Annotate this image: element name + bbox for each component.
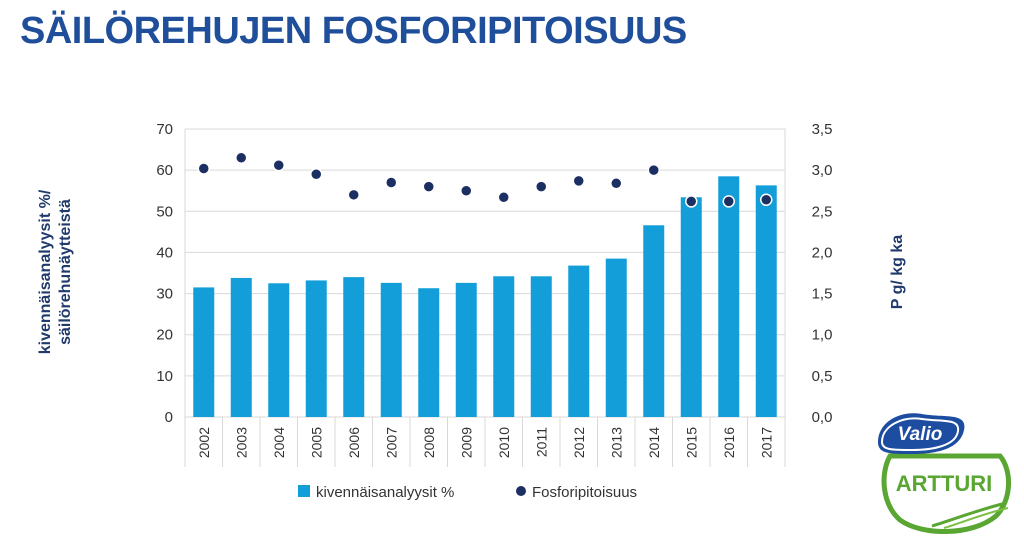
bar — [680, 197, 702, 417]
right-tick-label: 3,0 — [812, 162, 833, 179]
x-tick-label: 2003 — [233, 427, 249, 458]
bar — [268, 283, 290, 417]
bar — [230, 277, 252, 417]
data-point — [647, 163, 660, 177]
bar — [305, 280, 327, 417]
data-point — [610, 177, 623, 190]
x-tick-label: 2002 — [196, 427, 212, 458]
point-series — [197, 151, 773, 208]
bar — [568, 265, 590, 417]
right-tick-label: 3,5 — [812, 121, 833, 138]
legend-dot-label: Fosforipitoisuus — [532, 484, 637, 501]
left-tick-label: 30 — [156, 286, 173, 303]
data-point — [422, 180, 435, 193]
right-tick-label: 0,5 — [812, 368, 833, 385]
left-tick-label: 40 — [156, 244, 173, 261]
x-tick-label: 2013 — [608, 427, 624, 458]
bar — [343, 277, 365, 417]
bar — [455, 282, 477, 417]
bar — [530, 276, 552, 417]
data-point — [497, 191, 510, 204]
x-axis-ticks: 2002 2003 2004 2005 2006 2007 2008 2009 2010 2011… — [196, 427, 775, 458]
data-point — [310, 168, 323, 181]
data-point — [722, 195, 735, 208]
data-point — [535, 180, 548, 193]
bar — [193, 287, 215, 417]
x-tick-label: 2011 — [533, 427, 549, 457]
legend-dot-swatch — [516, 486, 526, 496]
right-axis-ticks: 0,0 0,5 1,0 1,5 2,0 2,5 3,0 3,5 — [812, 121, 833, 426]
right-tick-label: 0,0 — [812, 409, 833, 426]
data-point — [272, 158, 285, 172]
x-tick-label: 2017 — [758, 427, 774, 458]
data-point — [460, 184, 473, 197]
x-tick-label: 2004 — [271, 427, 287, 458]
legend-bar-label: kivennäisanalyysit % — [316, 484, 454, 501]
x-tick-label: 2007 — [383, 427, 399, 458]
bar — [380, 282, 402, 417]
logo-brand-text: Valio — [898, 424, 943, 445]
page-title: SÄILÖREHUJEN FOSFORIPITOISUUS — [20, 10, 687, 52]
data-point — [197, 162, 210, 175]
left-tick-label: 60 — [156, 162, 173, 179]
bar — [755, 185, 777, 417]
right-tick-label: 1,5 — [812, 286, 833, 303]
data-point — [760, 193, 773, 207]
bar-series — [193, 176, 777, 417]
x-tick-label: 2005 — [308, 427, 324, 458]
left-axis-ticks: 0 10 20 30 40 50 60 70 — [156, 121, 173, 426]
x-tick-label: 2012 — [571, 427, 587, 458]
data-point — [235, 151, 248, 165]
bar — [605, 258, 627, 417]
x-tick-label: 2006 — [346, 427, 362, 458]
x-tick-label: 2010 — [496, 427, 512, 458]
data-point — [572, 174, 585, 188]
legend-bar-swatch — [298, 485, 310, 497]
data-point — [685, 195, 698, 208]
bar — [643, 225, 665, 417]
left-tick-label: 10 — [156, 368, 173, 385]
left-tick-label: 50 — [156, 203, 173, 220]
legend: kivennäisanalyysit % Fosforipitoisuus — [298, 484, 637, 501]
data-point — [347, 188, 360, 202]
left-tick-label: 20 — [156, 327, 173, 344]
x-tick-label: 2014 — [646, 427, 662, 458]
logo-product-text: ARTTURI — [896, 471, 993, 496]
data-point — [385, 176, 398, 189]
bar — [493, 276, 515, 417]
valio-artturi-logo: Valio ARTTURI — [878, 413, 1012, 534]
right-tick-label: 2,0 — [812, 244, 833, 261]
bar — [418, 288, 440, 417]
x-tick-label: 2008 — [421, 427, 437, 458]
left-tick-label: 70 — [156, 121, 173, 138]
x-tick-label: 2009 — [458, 427, 474, 458]
x-tick-label: 2016 — [721, 427, 737, 458]
right-tick-label: 1,0 — [812, 327, 833, 344]
right-tick-label: 2,5 — [812, 203, 833, 220]
bar — [718, 176, 740, 417]
left-tick-label: 0 — [165, 409, 173, 426]
x-tick-label: 2015 — [683, 427, 699, 458]
